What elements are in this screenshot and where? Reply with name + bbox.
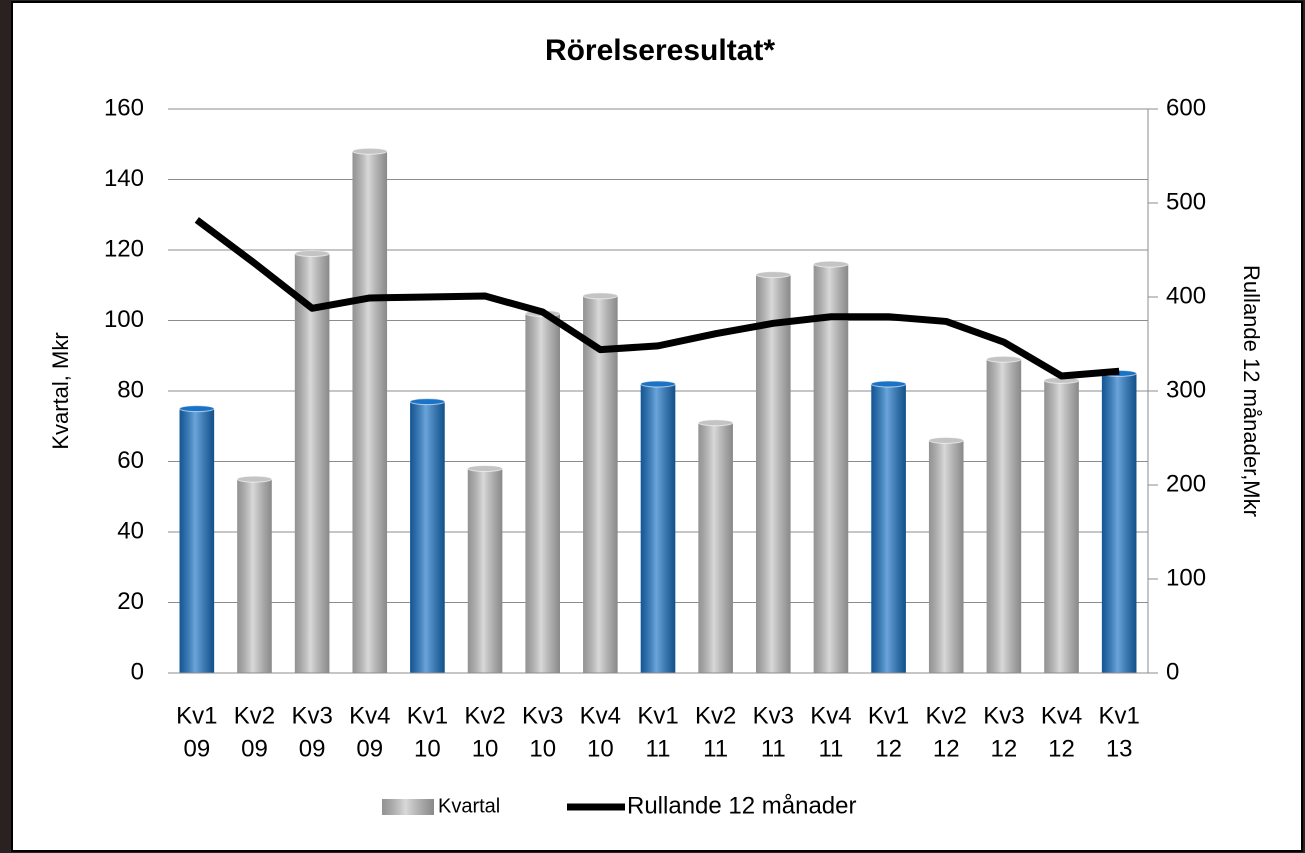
x-tick-label: 11 (761, 735, 786, 762)
x-tick-label: 10 (414, 735, 441, 762)
x-tick-label: Kv4 (580, 702, 621, 729)
bar-shade (756, 274, 791, 673)
y-tick-label: 20 (117, 588, 144, 615)
bar-shade (410, 401, 445, 673)
x-tick-label: 12 (1048, 735, 1075, 762)
x-tick-label: 12 (875, 735, 902, 762)
x-tick-label: Kv1 (407, 702, 448, 729)
y2-axis-label: Rullande 12 månader,Mkr (1239, 265, 1264, 517)
y-tick-label: 40 (117, 517, 144, 544)
x-tick-label: 09 (299, 735, 326, 762)
x-tick-label: Kv2 (695, 702, 736, 729)
bar-shade (525, 313, 560, 673)
bar-shade (640, 383, 676, 673)
y2-tick-label: 200 (1166, 470, 1206, 497)
bar-shade (467, 468, 503, 673)
y-axis-label: Kvartal, Mkr (48, 332, 73, 449)
x-tick-label: Kv2 (926, 702, 967, 729)
x-tick-label: Kv4 (1041, 702, 1082, 729)
bar-shade (928, 440, 964, 673)
bar-shade (179, 408, 215, 673)
y-tick-label: 100 (104, 306, 144, 333)
x-tick-label: 10 (529, 735, 556, 762)
bar-cap (236, 475, 273, 483)
y2-tick-label: 400 (1166, 282, 1206, 309)
x-tick-label: 12 (991, 735, 1018, 762)
x-tick-label: Kv1 (637, 702, 678, 729)
y2-tick-label: 600 (1166, 94, 1206, 121)
bar-shade (583, 295, 618, 673)
y-tick-label: 0 (131, 658, 144, 685)
y-tick-label: 160 (104, 94, 144, 121)
y2-tick-label: 300 (1166, 376, 1206, 403)
x-tick-label: Kv3 (753, 702, 794, 729)
legend-label: Rullande 12 månader (627, 792, 857, 819)
x-tick-label: 09 (241, 735, 268, 762)
y2-tick-label: 100 (1166, 564, 1206, 591)
bar-cap (351, 147, 388, 155)
x-tick-label: Kv4 (810, 702, 851, 729)
bar-cap (467, 465, 503, 473)
x-tick-label: Kv2 (464, 702, 505, 729)
bar-cap (928, 436, 965, 444)
x-tick-label: Kv1 (868, 702, 909, 729)
line (194, 217, 1120, 380)
bar-cap (409, 398, 446, 406)
bar-shade (352, 151, 388, 674)
bar-shade (237, 479, 272, 673)
bar-shade (698, 422, 733, 673)
bar-cap (697, 419, 734, 427)
bar-cap (755, 271, 792, 279)
bar-shade (871, 383, 906, 673)
bar-shade (1044, 380, 1079, 673)
x-tick-label: 10 (472, 735, 499, 762)
y2-tick-label: 0 (1166, 658, 1179, 685)
bar-cap (813, 260, 849, 268)
bar-cap (582, 292, 619, 300)
x-tick-label: Kv4 (349, 702, 390, 729)
bar-cap (640, 380, 676, 388)
bar-cap (870, 380, 907, 388)
y-tick-label: 120 (104, 235, 144, 262)
bar-cap (294, 250, 330, 258)
chart-title: Rörelseresultat* (545, 34, 775, 67)
x-tick-label: Kv1 (176, 702, 217, 729)
legend-label: Kvartal (438, 795, 500, 817)
bar-shade (986, 359, 1022, 673)
x-tick-label: 10 (587, 735, 614, 762)
x-tick-label: 09 (356, 735, 383, 762)
bar-shade (1101, 373, 1137, 673)
x-tick-label: 09 (183, 735, 210, 762)
y2-tick-label: 500 (1166, 188, 1206, 215)
bar-cap (986, 355, 1022, 363)
x-tick-label: Kv2 (234, 702, 275, 729)
x-tick-label: 11 (818, 735, 843, 762)
x-tick-label: 12 (933, 735, 960, 762)
x-tick-label: Kv3 (522, 702, 563, 729)
bar-shade (813, 264, 849, 673)
x-tick-label: 13 (1106, 735, 1133, 762)
bar-cap (179, 405, 215, 413)
x-tick-label: 11 (646, 735, 671, 762)
bar-shade (294, 253, 330, 673)
x-tick-label: 11 (703, 735, 728, 762)
x-tick-label: Kv3 (291, 702, 332, 729)
x-tick-label: Kv3 (983, 702, 1024, 729)
y-tick-label: 80 (117, 376, 144, 403)
x-tick-label: Kv1 (1098, 702, 1139, 729)
y-tick-label: 60 (117, 447, 144, 474)
y-tick-label: 140 (104, 165, 144, 192)
legend-swatch-shade (382, 799, 434, 815)
